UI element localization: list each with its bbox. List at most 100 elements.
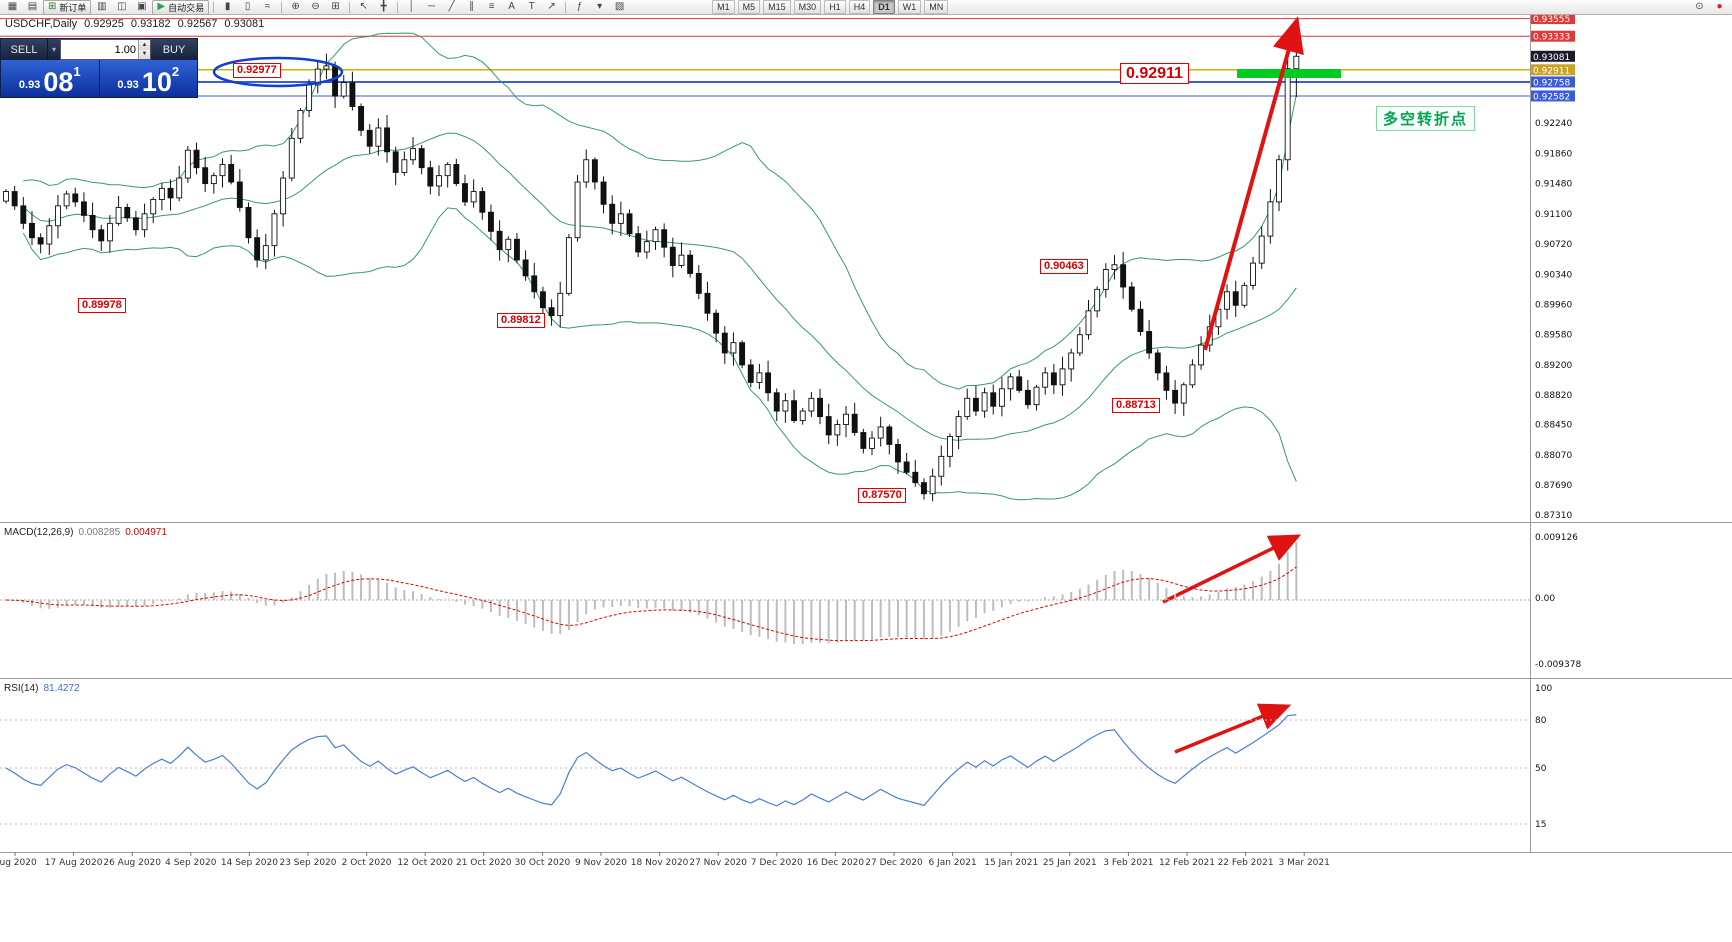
svg-text:0.92582: 0.92582	[1533, 92, 1570, 102]
svg-text:14 Sep 2020: 14 Sep 2020	[221, 858, 278, 868]
crosshair-icon[interactable]: ╋	[374, 1, 393, 14]
volume-increase-button[interactable]: ▲	[139, 40, 150, 50]
text-tool-icon[interactable]: A	[502, 1, 521, 14]
svg-text:12 Feb 2021: 12 Feb 2021	[1159, 858, 1215, 868]
svg-text:22 Feb 2021: 22 Feb 2021	[1218, 858, 1274, 868]
trade-options-dropdown-icon[interactable]: ▾	[47, 39, 60, 60]
period-dropdown-icon[interactable]: ▾	[590, 1, 609, 14]
svg-text:4 Sep 2020: 4 Sep 2020	[165, 858, 217, 868]
label-tool-icon[interactable]: T	[522, 1, 541, 14]
new-order-button-label: 新订单	[59, 2, 87, 13]
zoom-in-icon[interactable]: ⊕	[286, 1, 305, 14]
price-tag	[1531, 30, 1575, 42]
buy-button[interactable]: BUY	[151, 39, 197, 60]
data-window-icon[interactable]: ◫	[112, 1, 131, 14]
macd-signal-value: 0.004971	[125, 527, 167, 538]
cursor-icon[interactable]: ↖	[354, 1, 373, 14]
timeframe-MN-button[interactable]: MN	[924, 0, 949, 14]
text-tool-icon-glyph: A	[508, 1, 515, 12]
trend-arrow	[1162, 534, 1302, 604]
timeframe-M15-button[interactable]: M15	[763, 0, 791, 14]
macd-name: MACD(12,26,9)	[4, 527, 74, 538]
data-window-icon-glyph: ◫	[117, 1, 127, 12]
trendline-tool-icon-glyph: ╱	[448, 1, 455, 12]
svg-text:17 Aug 2020: 17 Aug 2020	[45, 858, 103, 868]
svg-text:0.88070: 0.88070	[1535, 451, 1572, 461]
sell-button[interactable]: SELL	[1, 39, 47, 60]
toolbar-separator	[565, 1, 567, 13]
fibonacci-tool-icon[interactable]: ≡	[482, 1, 501, 14]
candles-chart-icon[interactable]: ▯	[238, 1, 257, 14]
sell-price-pipette: 1	[73, 64, 81, 79]
svg-text:3 Mar 2021: 3 Mar 2021	[1279, 858, 1330, 868]
timeframe-M5-button[interactable]: M5	[737, 0, 761, 14]
svg-text:21 Oct 2020: 21 Oct 2020	[456, 858, 512, 868]
svg-text:0.89580: 0.89580	[1535, 331, 1572, 341]
help-icon-glyph: ⊙	[1695, 1, 1704, 12]
timeframe-H1-button[interactable]: H1	[824, 0, 846, 14]
bars-chart-icon[interactable]: ▮	[218, 1, 237, 14]
new-chart-icon[interactable]: ▦	[3, 1, 22, 14]
tile-windows-icon[interactable]: ⊞	[326, 1, 345, 14]
trendline-tool-icon[interactable]: ╱	[442, 1, 461, 14]
volume-input[interactable]	[61, 40, 138, 59]
navigator-icon-glyph: ▣	[137, 1, 147, 12]
fibonacci-tool-icon-glyph: ≡	[488, 1, 495, 12]
price-annotation: 0.87570	[858, 488, 906, 503]
line-chart-icon-glyph: ≈	[264, 1, 271, 12]
autotrading-button[interactable]: ▶ 自动交易	[152, 0, 210, 15]
svg-text:6 Jan 2021: 6 Jan 2021	[928, 858, 976, 868]
svg-text:50: 50	[1535, 764, 1547, 774]
svg-text:100: 100	[1535, 684, 1552, 694]
help-icon[interactable]: ⊙	[1690, 1, 1709, 14]
price-tag	[1531, 76, 1575, 88]
bars-chart-icon-glyph: ▮	[224, 1, 231, 12]
svg-text:0.88450: 0.88450	[1535, 421, 1572, 431]
channel-tool-icon[interactable]: ∥	[462, 1, 481, 14]
price-annotation: 0.92911	[1120, 63, 1189, 84]
timeframe-M1-button[interactable]: M1	[712, 0, 735, 14]
cursor-icon-glyph: ↖	[359, 1, 368, 12]
channel-tool-icon-glyph: ∥	[469, 1, 475, 12]
macd-signal-line	[5, 566, 1297, 642]
templates-icon[interactable]: ▧	[610, 1, 629, 14]
hline-tool-icon-glyph: ─	[428, 1, 436, 12]
buy-price-panel[interactable]: 0.93 10 2	[99, 60, 197, 97]
market-watch-icon[interactable]: ▥	[92, 1, 111, 14]
timeframe-D1-button[interactable]: D1	[873, 0, 895, 14]
svg-text:15 Jan 2021: 15 Jan 2021	[984, 858, 1038, 868]
timeframe-W1-button[interactable]: W1	[897, 0, 922, 14]
timeframe-M30-button[interactable]: M30	[793, 0, 822, 14]
sell-price-panel[interactable]: 0.93 08 1	[1, 60, 100, 97]
label-tool-icon-glyph: T	[528, 1, 535, 12]
svg-text:0.89960: 0.89960	[1535, 300, 1572, 310]
new-order-button[interactable]: ⊞ 新订单	[43, 0, 92, 15]
close-value: 0.93081	[224, 18, 265, 30]
sell-price-big-digits: 08	[43, 67, 74, 97]
hline-tool-icon[interactable]: ─	[422, 1, 441, 14]
buy-price-big-digits: 10	[141, 67, 172, 97]
support-zone-bar	[1237, 69, 1341, 78]
svg-text:16 Dec 2020: 16 Dec 2020	[807, 858, 865, 868]
timeframe-H4-button[interactable]: H4	[848, 0, 871, 14]
price-tag	[1531, 90, 1575, 102]
svg-text:25 Jan 2021: 25 Jan 2021	[1043, 858, 1097, 868]
svg-text:0.90340: 0.90340	[1535, 270, 1572, 280]
line-chart-icon[interactable]: ≈	[258, 1, 277, 14]
arrow-tool-icon[interactable]: ↗	[542, 1, 561, 14]
navigator-icon[interactable]: ▣	[132, 1, 151, 14]
templates-icon-glyph: ▧	[614, 1, 625, 12]
low-value: 0.92567	[177, 18, 218, 30]
vline-tool-icon[interactable]: │	[402, 1, 421, 14]
record-status-icon[interactable]: ●	[1710, 1, 1729, 14]
price-axis: 0.92240 0.91860 0.91480 0.91100 0.90720 0.903…	[1531, 13, 1575, 521]
volume-decrease-button[interactable]: ▼	[139, 49, 150, 59]
svg-text:0.87310: 0.87310	[1535, 511, 1572, 521]
chart-list-icon[interactable]: ▤	[23, 1, 42, 14]
svg-text:30 Oct 2020: 30 Oct 2020	[515, 858, 571, 868]
toolbar-separator	[213, 1, 215, 13]
zoom-out-icon[interactable]: ⊖	[306, 1, 325, 14]
indicators-icon[interactable]: ƒ	[570, 1, 589, 14]
